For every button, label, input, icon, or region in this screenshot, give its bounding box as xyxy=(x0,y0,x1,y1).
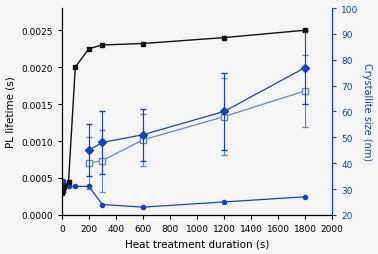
Y-axis label: PL lifetime (s): PL lifetime (s) xyxy=(6,76,15,148)
Y-axis label: Crystallite size (nm): Crystallite size (nm) xyxy=(363,63,372,161)
X-axis label: Heat treatment duration (s): Heat treatment duration (s) xyxy=(125,239,269,248)
